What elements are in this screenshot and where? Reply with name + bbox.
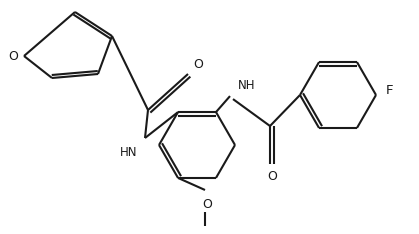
Text: NH: NH [238, 79, 256, 92]
Text: F: F [386, 84, 393, 96]
Text: O: O [202, 198, 212, 211]
Text: O: O [193, 58, 203, 71]
Text: HN: HN [119, 146, 137, 159]
Text: O: O [267, 170, 277, 183]
Text: O: O [8, 50, 18, 62]
